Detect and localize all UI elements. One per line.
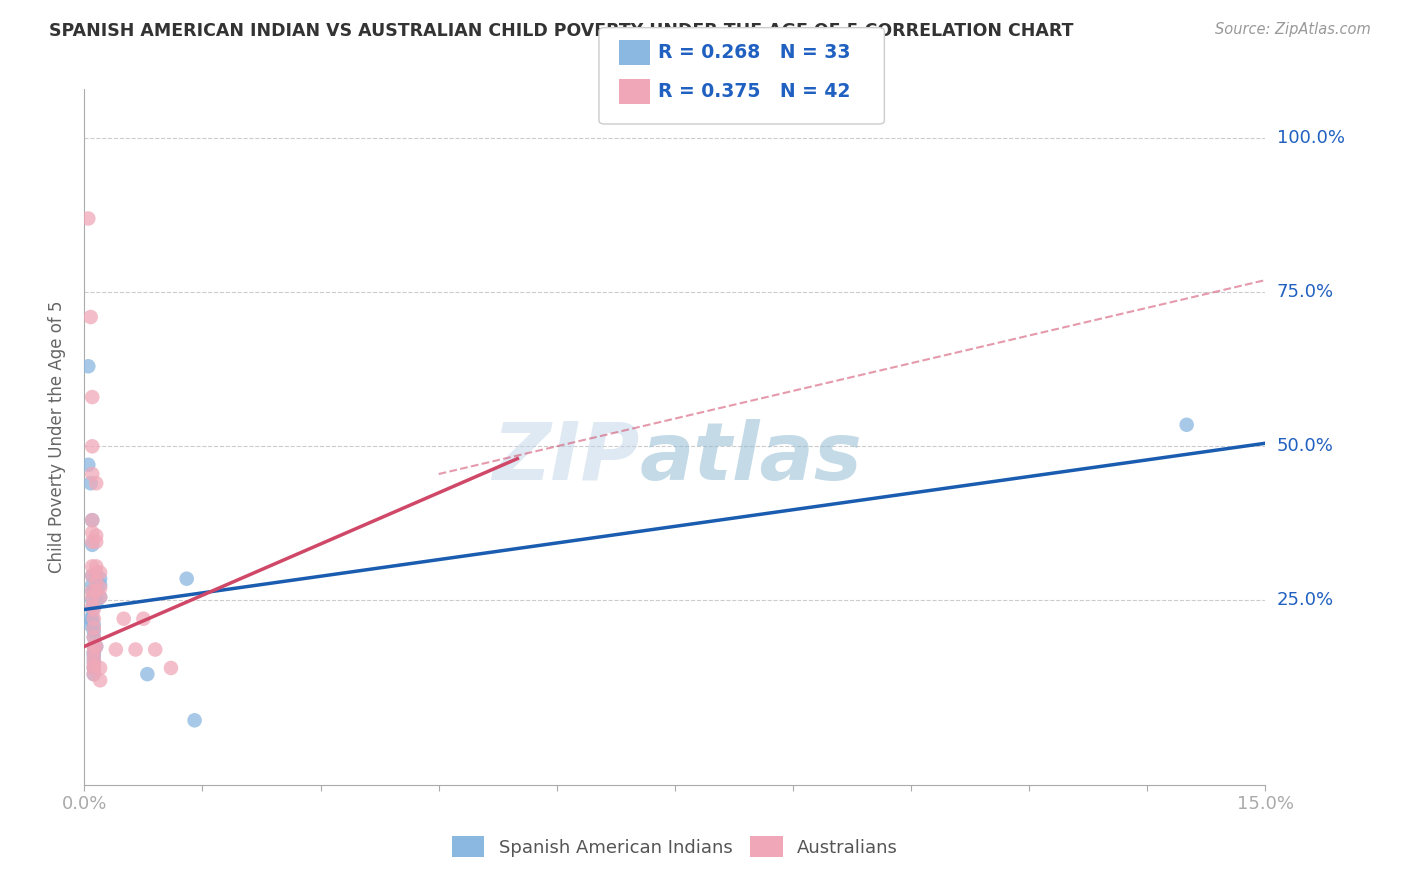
Point [84,559,107,574]
Point [83,646,105,660]
Point [84,568,107,582]
Point [82,390,104,404]
Point [79,310,101,324]
Point [79,476,101,491]
Point [83,640,105,654]
Point [89,590,111,604]
Point [89,661,111,675]
Point [89,581,111,595]
Point [82,513,104,527]
Text: 75.0%: 75.0% [1277,284,1334,301]
Point [77,359,100,374]
Point [84,584,107,599]
Point [83,646,105,660]
Point [89,590,111,604]
Point [79,612,101,626]
Text: R = 0.268   N = 33: R = 0.268 N = 33 [658,43,851,62]
Point [83,612,105,626]
Point [82,568,104,582]
Point [82,599,104,614]
Point [84,574,107,589]
Point [1175,417,1198,432]
Point [84,640,107,654]
Point [82,568,104,582]
Point [83,661,105,675]
Point [77,211,100,226]
Point [89,566,111,580]
Point [82,467,104,481]
Point [89,572,111,586]
Point [82,584,104,599]
Legend: Spanish American Indians, Australians: Spanish American Indians, Australians [443,828,907,866]
Point [84,640,107,654]
Text: 100.0%: 100.0% [1277,129,1344,147]
Point [82,513,104,527]
Text: ZIP: ZIP [492,419,640,497]
Point [82,534,104,549]
Text: 25.0%: 25.0% [1277,591,1334,609]
Point [77,458,100,472]
Point [83,640,105,654]
Point [82,525,104,540]
Text: 50.0%: 50.0% [1277,437,1333,455]
Point [83,657,105,672]
Point [84,584,107,599]
Point [84,566,107,580]
Text: Source: ZipAtlas.com: Source: ZipAtlas.com [1215,22,1371,37]
Text: atlas: atlas [640,419,862,497]
Point [124,642,146,657]
Point [83,602,105,616]
Point [82,439,104,453]
Point [104,642,127,657]
Point [84,534,107,549]
Point [143,642,166,657]
Point [84,596,107,610]
Point [84,581,107,595]
Point [82,612,104,626]
Point [82,578,104,592]
Point [84,590,107,604]
Point [83,624,105,638]
Point [183,714,205,728]
Point [83,618,105,632]
Point [112,612,135,626]
Point [89,673,111,688]
Point [136,667,159,681]
Point [82,559,104,574]
Text: R = 0.375   N = 42: R = 0.375 N = 42 [658,82,851,102]
Point [83,661,105,675]
Point [82,584,104,599]
Point [82,602,104,616]
Point [84,528,107,542]
Point [83,630,105,644]
Point [82,593,104,607]
Point [83,648,105,663]
Point [84,476,107,491]
Point [160,661,183,675]
Point [82,590,104,604]
Point [176,572,198,586]
Point [79,618,101,632]
Point [83,667,105,681]
Point [83,655,105,669]
Point [83,651,105,665]
Y-axis label: Child Poverty Under the Age of 5: Child Poverty Under the Age of 5 [48,301,66,574]
Point [132,612,155,626]
Point [83,667,105,681]
Text: SPANISH AMERICAN INDIAN VS AUSTRALIAN CHILD POVERTY UNDER THE AGE OF 5 CORRELATI: SPANISH AMERICAN INDIAN VS AUSTRALIAN CH… [49,22,1074,40]
Point [82,538,104,552]
Point [83,621,105,635]
Point [83,630,105,644]
Point [89,578,111,592]
